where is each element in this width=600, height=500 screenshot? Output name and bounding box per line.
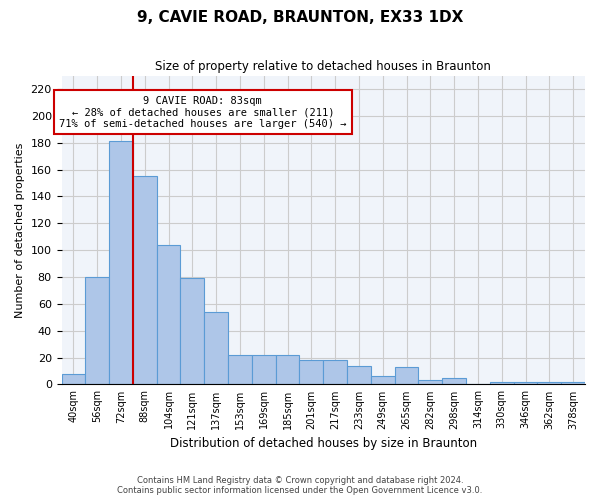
Bar: [347, 366, 371, 384]
Bar: [490, 382, 514, 384]
Text: 9 CAVIE ROAD: 83sqm
← 28% of detached houses are smaller (211)
71% of semi-detac: 9 CAVIE ROAD: 83sqm ← 28% of detached ho…: [59, 96, 347, 129]
Bar: [133, 176, 157, 384]
Bar: [418, 380, 442, 384]
Bar: [395, 367, 418, 384]
Bar: [62, 374, 85, 384]
Bar: [252, 355, 275, 384]
Bar: [299, 360, 323, 384]
Bar: [109, 142, 133, 384]
Bar: [514, 382, 538, 384]
Bar: [85, 277, 109, 384]
Bar: [275, 355, 299, 384]
Bar: [538, 382, 561, 384]
Bar: [157, 245, 181, 384]
Bar: [323, 360, 347, 384]
Title: Size of property relative to detached houses in Braunton: Size of property relative to detached ho…: [155, 60, 491, 73]
Bar: [228, 355, 252, 384]
Bar: [442, 378, 466, 384]
Bar: [561, 382, 585, 384]
Y-axis label: Number of detached properties: Number of detached properties: [15, 142, 25, 318]
Bar: [204, 312, 228, 384]
Text: Contains HM Land Registry data © Crown copyright and database right 2024.
Contai: Contains HM Land Registry data © Crown c…: [118, 476, 482, 495]
X-axis label: Distribution of detached houses by size in Braunton: Distribution of detached houses by size …: [170, 437, 477, 450]
Bar: [181, 278, 204, 384]
Text: 9, CAVIE ROAD, BRAUNTON, EX33 1DX: 9, CAVIE ROAD, BRAUNTON, EX33 1DX: [137, 10, 463, 25]
Bar: [371, 376, 395, 384]
